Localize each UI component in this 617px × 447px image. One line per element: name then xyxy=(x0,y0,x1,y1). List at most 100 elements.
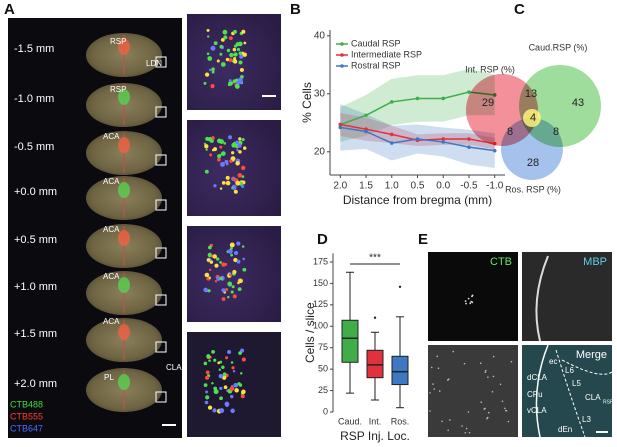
inset-marker xyxy=(155,199,167,211)
label-signal xyxy=(118,182,130,198)
cell xyxy=(203,81,207,85)
region-label: RSP xyxy=(110,85,126,94)
venn-region-value: 8 xyxy=(553,126,559,138)
cell xyxy=(236,259,241,264)
cell xyxy=(221,151,226,156)
data-point xyxy=(389,100,394,104)
cell xyxy=(219,260,222,264)
cell xyxy=(219,386,223,391)
cell xyxy=(209,153,213,157)
venn-set-label: Ros. RSP (%) xyxy=(505,184,561,194)
y-axis-label: Cells / slice xyxy=(303,302,317,363)
region-label: ec xyxy=(549,357,557,366)
data-point xyxy=(364,129,368,134)
cell xyxy=(221,365,225,369)
cell xyxy=(232,294,237,299)
cell xyxy=(225,356,229,360)
venn-region-value: 4 xyxy=(530,112,536,124)
region-label: L6 xyxy=(565,366,574,375)
cell xyxy=(217,154,222,159)
venn-region-value: 28 xyxy=(527,157,539,169)
cell xyxy=(221,288,226,293)
cell xyxy=(237,287,242,292)
cell xyxy=(206,28,210,32)
cell xyxy=(464,300,467,303)
cell xyxy=(223,142,227,145)
cell xyxy=(203,287,208,293)
label-signal xyxy=(118,137,130,153)
cell xyxy=(238,60,243,65)
cell xyxy=(234,84,240,89)
box xyxy=(341,319,359,363)
speckle xyxy=(484,371,487,373)
y-tick-label: 40 xyxy=(314,30,326,41)
legend-marker xyxy=(340,53,344,57)
cell xyxy=(210,84,215,89)
cell xyxy=(242,267,247,272)
cell xyxy=(206,277,210,281)
cell xyxy=(232,370,236,373)
level-label: +2.0 mm xyxy=(14,378,57,390)
y-tick-label: 175 xyxy=(313,256,328,266)
speckle xyxy=(437,367,440,370)
cell xyxy=(204,400,209,405)
speckle xyxy=(467,411,470,413)
cell xyxy=(211,350,215,354)
x-tick-label: -1.0 xyxy=(486,181,504,192)
cell xyxy=(238,51,243,55)
panel-letter: A xyxy=(4,1,15,18)
channel-label: MBP xyxy=(583,256,607,268)
x-tick-label: 1.0 xyxy=(385,181,399,192)
cell xyxy=(227,295,230,299)
cell xyxy=(231,177,235,180)
cell xyxy=(220,38,225,42)
level-label: -1.5 mm xyxy=(14,43,54,55)
cell xyxy=(222,29,228,35)
speckle xyxy=(499,383,502,386)
cell xyxy=(228,79,232,83)
fiber-tract xyxy=(535,255,549,342)
cell xyxy=(230,361,234,364)
speckle xyxy=(429,410,431,412)
region-label: RSP xyxy=(110,37,126,46)
region-label: PL xyxy=(104,373,114,382)
data-point xyxy=(467,137,471,141)
cell xyxy=(470,300,473,303)
cell xyxy=(204,72,210,77)
cell xyxy=(208,268,212,272)
cell xyxy=(230,408,235,414)
inset-marker xyxy=(155,154,167,166)
cell xyxy=(216,257,220,261)
speckle xyxy=(487,376,489,378)
speckle xyxy=(479,362,482,365)
cell xyxy=(228,135,233,140)
cell xyxy=(207,253,212,258)
cell xyxy=(227,83,231,87)
cell xyxy=(213,41,218,46)
cell xyxy=(219,187,223,190)
cell xyxy=(230,253,234,257)
inset-marker xyxy=(155,106,167,118)
speckle xyxy=(430,366,433,369)
cell xyxy=(206,35,210,38)
cell xyxy=(227,248,233,254)
cell xyxy=(232,187,236,191)
venn-set-label: Caud.RSP (%) xyxy=(529,42,588,52)
speckle xyxy=(464,431,467,434)
cell xyxy=(232,47,237,52)
cell xyxy=(205,395,210,400)
legend-label: Caudal RSP xyxy=(351,38,401,48)
region-label: L3 xyxy=(582,415,591,424)
cell xyxy=(230,290,234,294)
cell xyxy=(469,302,472,305)
cell xyxy=(209,260,214,264)
cell xyxy=(218,368,221,371)
cell xyxy=(242,52,247,57)
cell xyxy=(241,29,246,34)
cell xyxy=(225,288,229,291)
data-point xyxy=(441,137,446,141)
cell xyxy=(238,150,242,154)
cell xyxy=(216,276,221,281)
venn-set xyxy=(501,118,563,180)
data-point xyxy=(364,113,368,118)
